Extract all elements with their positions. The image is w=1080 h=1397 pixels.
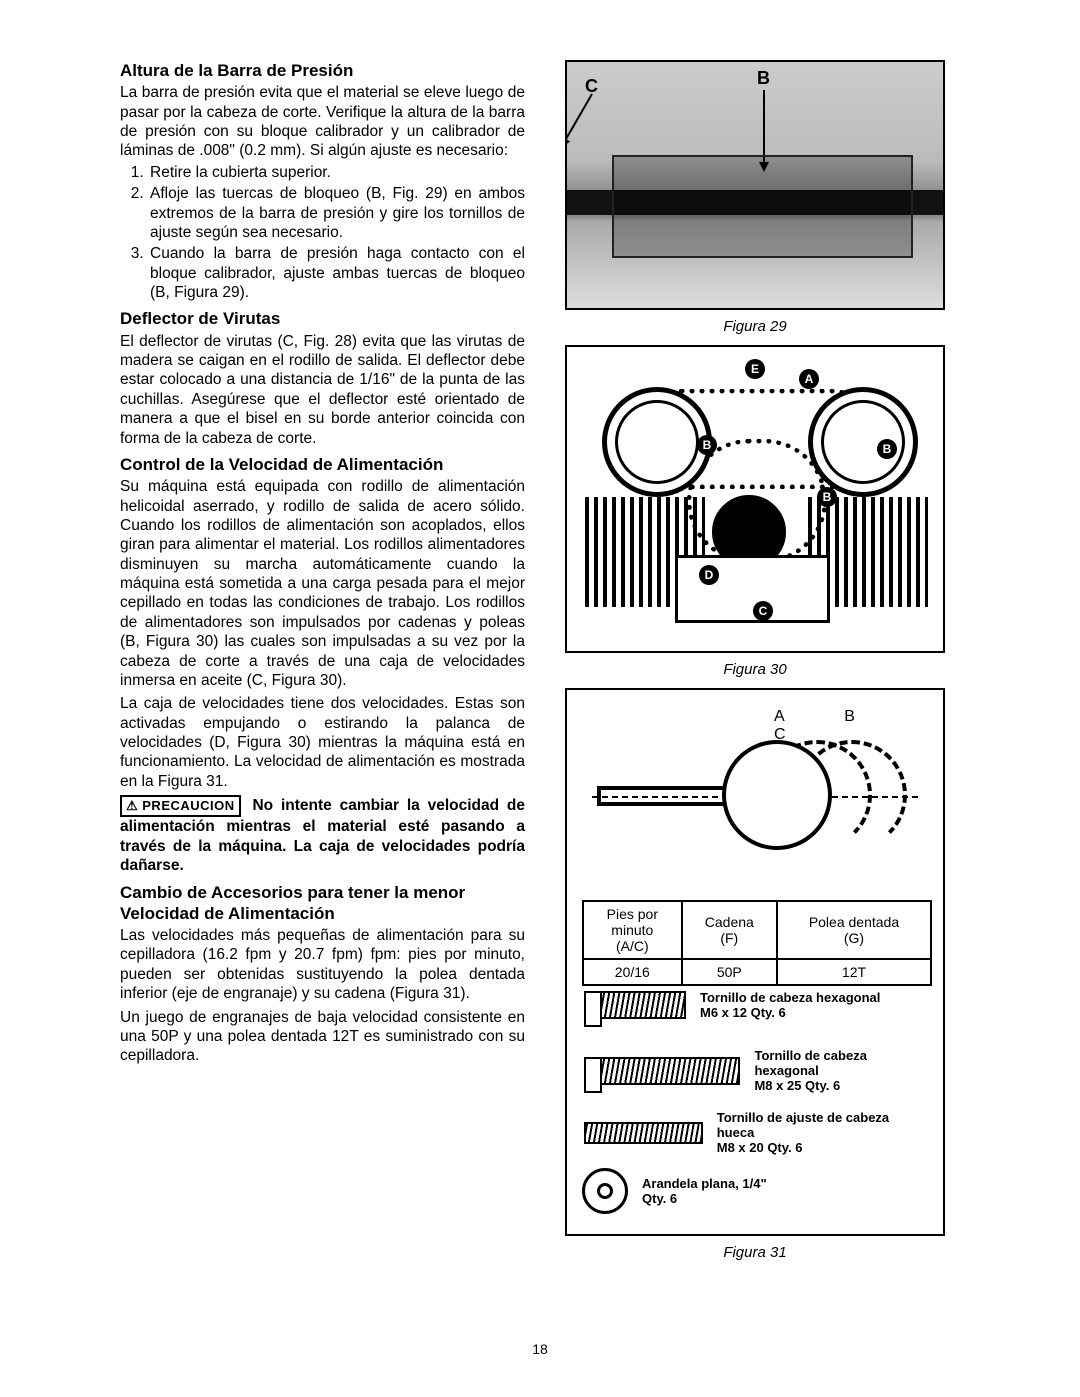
callout-e: E bbox=[745, 359, 765, 379]
para: El deflector de virutas (C, Fig. 28) evi… bbox=[120, 332, 525, 448]
figure-caption: Figura 30 bbox=[723, 661, 786, 678]
para: La caja de velocidades tiene dos velocid… bbox=[120, 694, 525, 791]
callout-a: A bbox=[799, 369, 819, 389]
figure-30: E A B B B D C bbox=[565, 345, 945, 653]
sprocket-diagram: A B C bbox=[582, 700, 928, 900]
hardware-label: Tornillo de cabeza hexagonal M8 x 25 Qty… bbox=[754, 1048, 928, 1093]
figure-31: A B C Pies por minuto (A/C) Cadena (F) P… bbox=[565, 688, 945, 1236]
table-cell: 50P bbox=[682, 959, 777, 985]
hardware-label: Tornillo de ajuste de cabeza hueca M8 x … bbox=[717, 1110, 928, 1155]
para: Un juego de engranajes de baja velocidad… bbox=[120, 1008, 525, 1066]
callout-b: B bbox=[877, 439, 897, 459]
figure-caption: Figura 29 bbox=[723, 318, 786, 335]
arrow-icon bbox=[565, 94, 593, 147]
washer-icon bbox=[582, 1168, 628, 1214]
hardware-row: Tornillo de cabeza hexagonal M6 x 12 Qty… bbox=[582, 990, 928, 1020]
table-header: Polea dentada (G) bbox=[777, 901, 931, 959]
hex-screw-icon bbox=[596, 1057, 740, 1085]
heading-accessory-change: Cambio de Accesorios para tener la menor… bbox=[120, 882, 525, 925]
figure-29: B C bbox=[565, 60, 945, 310]
hardware-label: Tornillo de cabeza hexagonal M6 x 12 Qty… bbox=[700, 990, 880, 1020]
hardware-row: Tornillo de ajuste de cabeza hueca M8 x … bbox=[582, 1110, 928, 1155]
speed-table: Pies por minuto (A/C) Cadena (F) Polea d… bbox=[582, 900, 932, 986]
abc-labels: A B C bbox=[774, 708, 928, 744]
para: La barra de presión evita que el materia… bbox=[120, 83, 525, 161]
step: Afloje las tuercas de bloqueo (B, Fig. 2… bbox=[148, 184, 525, 242]
table-header: Pies por minuto (A/C) bbox=[583, 901, 682, 959]
callout-b: B bbox=[757, 68, 770, 89]
hardware-row: Tornillo de cabeza hexagonal M8 x 25 Qty… bbox=[582, 1048, 928, 1093]
figure-caption: Figura 31 bbox=[723, 1244, 786, 1261]
callout-b: B bbox=[817, 487, 837, 507]
step: Cuando la barra de presión haga contacto… bbox=[148, 244, 525, 302]
gear-icon bbox=[602, 387, 712, 497]
step: Retire la cubierta superior. bbox=[148, 163, 525, 182]
heading-feed-speed: Control de la Velocidad de Alimentación bbox=[120, 454, 525, 475]
callout-b: B bbox=[697, 435, 717, 455]
hex-screw-icon bbox=[596, 991, 686, 1019]
callout-c: C bbox=[753, 601, 773, 621]
gear-icon bbox=[808, 387, 918, 497]
heading-pressure-bar: Altura de la Barra de Presión bbox=[120, 60, 525, 81]
shaft-icon bbox=[597, 786, 732, 806]
table-header: Cadena (F) bbox=[682, 901, 777, 959]
arrow-icon bbox=[763, 90, 765, 170]
steps-list: Retire la cubierta superior. Afloje las … bbox=[120, 163, 525, 303]
table-cell: 20/16 bbox=[583, 959, 682, 985]
hardware-label: Arandela plana, 1/4" Qty. 6 bbox=[642, 1176, 767, 1206]
caution-lead: No intente cambiar la bbox=[252, 797, 419, 814]
caution-tag: ⚠ PRECAUCION bbox=[120, 795, 241, 817]
para: Las velocidades más pequeñas de alimenta… bbox=[120, 926, 525, 1004]
figures-column: B C Figura 29 E A B B B D C Figura 30 bbox=[555, 60, 955, 1265]
heading-chip-deflector: Deflector de Virutas bbox=[120, 308, 525, 329]
table-cell: 12T bbox=[777, 959, 931, 985]
caution-block: ⚠ PRECAUCION No intente cambiar la veloc… bbox=[120, 795, 525, 875]
hardware-row: Arandela plana, 1/4" Qty. 6 bbox=[582, 1168, 928, 1214]
para: Su máquina está equipada con rodillo de … bbox=[120, 477, 525, 690]
page-number: 18 bbox=[0, 1341, 1080, 1357]
callout-d: D bbox=[699, 565, 719, 585]
set-screw-icon bbox=[584, 1122, 703, 1144]
sprocket-icon bbox=[722, 740, 832, 850]
text-column: Altura de la Barra de Presión La barra d… bbox=[120, 60, 525, 1265]
